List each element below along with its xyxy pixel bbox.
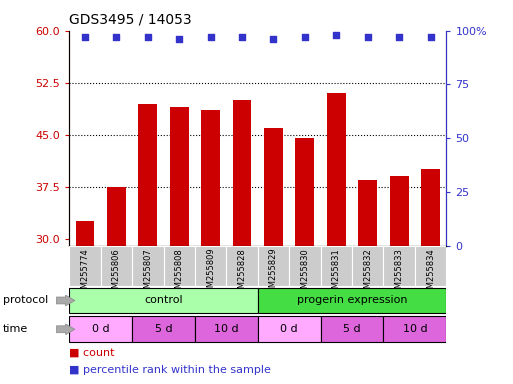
Text: GSM255774: GSM255774 — [81, 248, 89, 298]
Bar — [69, 288, 258, 313]
Point — [364, 34, 372, 40]
Point — [81, 34, 89, 40]
Text: 5 d: 5 d — [155, 324, 172, 334]
Bar — [295, 138, 314, 246]
Bar — [415, 246, 446, 286]
Point — [301, 34, 309, 40]
Text: ■ percentile rank within the sample: ■ percentile rank within the sample — [69, 365, 271, 375]
Bar — [69, 316, 132, 342]
Text: time: time — [3, 324, 28, 334]
Text: protocol: protocol — [3, 295, 48, 306]
Bar — [327, 93, 346, 246]
Text: GSM255831: GSM255831 — [332, 248, 341, 298]
Bar — [233, 100, 251, 246]
Bar — [321, 316, 383, 342]
Text: GSM255829: GSM255829 — [269, 248, 278, 298]
Bar — [101, 246, 132, 286]
Point — [144, 34, 152, 40]
Text: ■ count: ■ count — [69, 348, 115, 358]
Text: GSM255832: GSM255832 — [363, 248, 372, 298]
Text: control: control — [144, 295, 183, 305]
Bar — [383, 246, 415, 286]
Bar — [383, 316, 446, 342]
Text: GSM255806: GSM255806 — [112, 248, 121, 298]
Bar — [170, 107, 189, 246]
Text: 10 d: 10 d — [214, 324, 239, 334]
Text: GSM255828: GSM255828 — [238, 248, 247, 298]
Point — [238, 34, 246, 40]
Text: GSM255809: GSM255809 — [206, 248, 215, 298]
Bar — [258, 288, 446, 313]
Text: 0 d: 0 d — [281, 324, 298, 334]
Text: GDS3495 / 14053: GDS3495 / 14053 — [69, 13, 192, 27]
Point — [269, 36, 278, 42]
Bar — [132, 246, 164, 286]
Bar — [358, 180, 377, 246]
Text: GSM255833: GSM255833 — [394, 248, 404, 299]
Point — [395, 34, 403, 40]
Point — [112, 34, 121, 40]
Bar — [421, 169, 440, 246]
Bar — [75, 222, 94, 246]
Bar — [195, 316, 258, 342]
Bar — [164, 246, 195, 286]
Bar — [352, 246, 383, 286]
Text: 0 d: 0 d — [92, 324, 109, 334]
Text: GSM255808: GSM255808 — [175, 248, 184, 298]
Bar — [258, 316, 321, 342]
Bar — [132, 316, 195, 342]
Bar — [226, 246, 258, 286]
Text: GSM255807: GSM255807 — [143, 248, 152, 298]
Bar — [107, 187, 126, 246]
Point — [175, 36, 183, 42]
Text: 5 d: 5 d — [343, 324, 361, 334]
Bar — [139, 104, 157, 246]
Bar — [69, 246, 101, 286]
Bar — [390, 176, 408, 246]
Point — [426, 34, 435, 40]
Bar — [201, 111, 220, 246]
Point — [332, 32, 341, 38]
Bar — [289, 246, 321, 286]
Bar — [321, 246, 352, 286]
Text: GSM255834: GSM255834 — [426, 248, 435, 298]
Point — [207, 34, 215, 40]
Text: progerin expression: progerin expression — [297, 295, 407, 305]
Bar — [258, 246, 289, 286]
Bar — [264, 128, 283, 246]
Text: GSM255830: GSM255830 — [301, 248, 309, 298]
Text: 10 d: 10 d — [403, 324, 427, 334]
Bar — [195, 246, 226, 286]
